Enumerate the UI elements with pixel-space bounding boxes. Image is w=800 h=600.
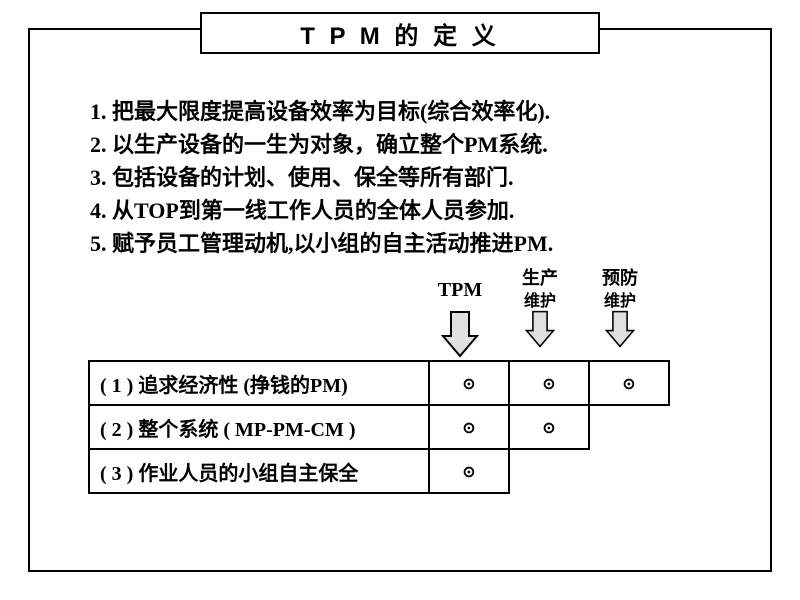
- row-eng: MP-PM-CM: [235, 419, 344, 441]
- row-text: ): [344, 419, 356, 441]
- item-number: 4.: [90, 198, 107, 223]
- row-num: ( 1 ): [100, 375, 133, 397]
- item-text: 从: [107, 198, 135, 223]
- empty-cell: [589, 405, 669, 449]
- down-arrow-icon: [525, 310, 555, 348]
- col-top: 生产: [522, 268, 558, 288]
- arrow-cell: [420, 310, 500, 358]
- col-sub: 维护: [580, 292, 660, 311]
- item-eng: TOP: [134, 198, 179, 223]
- mark-cell: ⊙: [429, 449, 509, 493]
- item-text: 把最大限度提高设备效率为目标(综合效率化).: [107, 99, 551, 124]
- item-text: .: [548, 231, 554, 256]
- empty-cell: [509, 449, 589, 493]
- mark-cell: ⊙: [429, 361, 509, 405]
- arrow-cell: [580, 310, 660, 358]
- col-header-preventive: 预防 维护: [580, 268, 660, 311]
- row-label: ( 3 ) 作业人员的小组自主保全: [89, 449, 429, 493]
- col-header-tpm: TPM: [420, 268, 500, 311]
- item-eng: PM: [514, 231, 548, 256]
- table-row: ( 3 ) 作业人员的小组自主保全 ⊙: [89, 449, 669, 493]
- item-text: 系统.: [498, 132, 548, 157]
- row-eng: PM: [310, 375, 341, 397]
- definition-list: 1. 把最大限度提高设备效率为目标(综合效率化). 2. 以生产设备的一生为对象…: [90, 95, 710, 260]
- definition-item: 5. 赋予员工管理动机,以小组的自主活动推进PM.: [90, 227, 710, 260]
- item-text: 以生产设备的一生为对象，确立整个: [107, 132, 465, 157]
- down-arrow-icon: [441, 310, 479, 358]
- comparison-table: ( 1 ) 追求经济性 (挣钱的PM) ⊙ ⊙ ⊙ ( 2 ) 整个系统 ( M…: [88, 360, 670, 494]
- row-label: ( 2 ) 整个系统 ( MP-PM-CM ): [89, 405, 429, 449]
- dot-icon: ⊙: [542, 376, 555, 393]
- item-number: 5.: [90, 231, 107, 256]
- item-text: 赋予员工管理动机,以小组的自主活动推进: [107, 231, 514, 256]
- mark-cell: ⊙: [589, 361, 669, 405]
- row-num: ( 3 ): [100, 463, 133, 485]
- arrow-cell: [500, 310, 580, 358]
- item-number: 3.: [90, 165, 107, 190]
- item-text: 到第一线工作人员的全体人员参加.: [179, 198, 515, 223]
- mark-cell: ⊙: [509, 405, 589, 449]
- definition-item: 2. 以生产设备的一生为对象，确立整个PM系统.: [90, 128, 710, 161]
- definition-item: 4. 从TOP到第一线工作人员的全体人员参加.: [90, 194, 710, 227]
- row-text: 整个系统 (: [133, 419, 235, 441]
- col-top: 预防: [602, 268, 638, 288]
- row-label: ( 1 ) 追求经济性 (挣钱的PM): [89, 361, 429, 405]
- col-sub: 维护: [500, 292, 580, 311]
- dot-icon: ⊙: [542, 420, 555, 437]
- dot-icon: ⊙: [462, 420, 475, 437]
- row-num: ( 2 ): [100, 419, 133, 441]
- table-row: ( 1 ) 追求经济性 (挣钱的PM) ⊙ ⊙ ⊙: [89, 361, 669, 405]
- item-text: 包括设备的计划、使用、保全等所有部门.: [107, 165, 514, 190]
- mark-cell: ⊙: [509, 361, 589, 405]
- definition-item: 1. 把最大限度提高设备效率为目标(综合效率化).: [90, 95, 710, 128]
- definition-item: 3. 包括设备的计划、使用、保全等所有部门.: [90, 161, 710, 194]
- dot-icon: ⊙: [622, 376, 635, 393]
- mark-cell: ⊙: [429, 405, 509, 449]
- row-text: ): [341, 375, 348, 397]
- column-headers: TPM 生产 维护 预防 维护: [420, 268, 740, 311]
- row-text: 追求经济性 (挣钱的: [133, 375, 310, 397]
- item-number: 2.: [90, 132, 107, 157]
- down-arrow-icon: [605, 310, 635, 348]
- item-number: 1.: [90, 99, 107, 124]
- empty-cell: [589, 449, 669, 493]
- arrow-row: [420, 310, 740, 358]
- table-row: ( 2 ) 整个系统 ( MP-PM-CM ) ⊙ ⊙: [89, 405, 669, 449]
- col-top: TPM: [438, 279, 482, 301]
- dot-icon: ⊙: [462, 464, 475, 481]
- row-text: 作业人员的小组自主保全: [133, 463, 358, 485]
- col-header-production: 生产 维护: [500, 268, 580, 311]
- dot-icon: ⊙: [462, 376, 475, 393]
- page-title: T P M 的 定 义: [300, 16, 500, 51]
- title-box: T P M 的 定 义: [200, 12, 600, 54]
- item-eng: PM: [464, 132, 498, 157]
